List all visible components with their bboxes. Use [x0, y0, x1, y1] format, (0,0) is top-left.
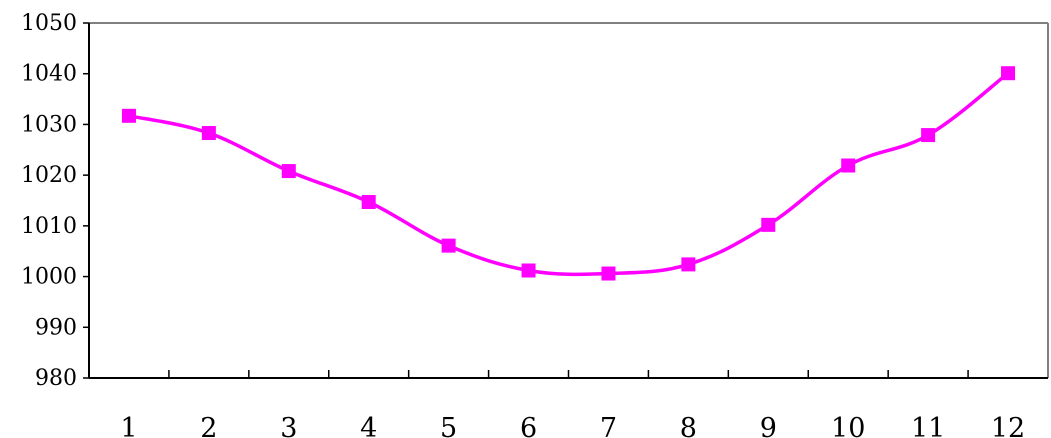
y-tick-label: 1010 [21, 214, 77, 239]
x-tick-label: 12 [991, 413, 1025, 438]
y-tick-label: 990 [35, 315, 77, 340]
data-point-marker [521, 263, 536, 278]
data-point-marker [201, 126, 216, 141]
series-line [128, 71, 1010, 277]
data-point-marker [121, 108, 136, 123]
data-point-marker [281, 164, 296, 179]
data-point-marker [601, 266, 616, 281]
y-tick-label: 1050 [21, 11, 77, 36]
x-tick-label: 6 [520, 413, 537, 438]
x-tick-label: 3 [280, 413, 297, 438]
y-tick-label: 1000 [21, 265, 77, 290]
x-tick-label: 7 [600, 413, 617, 438]
data-point-marker [761, 217, 776, 232]
x-tick-label: 5 [440, 413, 457, 438]
x-tick-label: 1 [120, 413, 137, 438]
y-tick-label: 1020 [21, 163, 77, 188]
data-point-marker [921, 128, 936, 143]
x-tick-label: 9 [760, 413, 777, 438]
data-point-marker [1001, 66, 1016, 81]
data-point-marker [681, 257, 696, 272]
x-tick-label: 11 [911, 413, 945, 438]
x-tick-label: 2 [200, 413, 217, 438]
y-tick-label: 1030 [21, 112, 77, 137]
x-tick-label: 8 [680, 413, 697, 438]
x-tick-label: 4 [360, 413, 377, 438]
y-tick-label: 1040 [21, 62, 77, 87]
x-tick-label: 10 [831, 413, 865, 438]
data-point-marker [841, 158, 856, 173]
y-tick-label: 980 [35, 366, 77, 391]
data-point-marker [361, 195, 376, 210]
data-point-marker [441, 238, 456, 253]
